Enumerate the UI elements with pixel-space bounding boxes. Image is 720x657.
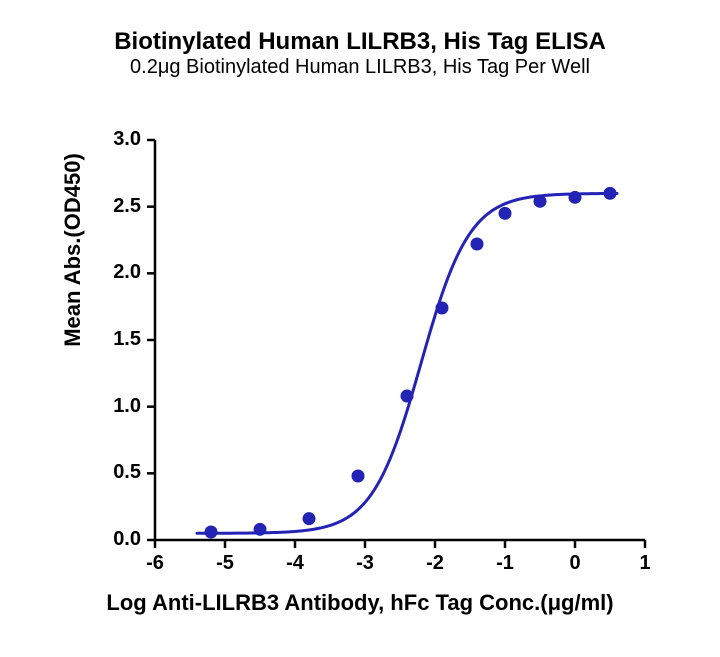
y-tick-label: 1.0: [113, 395, 141, 418]
x-tick-label: -5: [205, 552, 245, 575]
x-tick-label: -6: [135, 552, 175, 575]
data-point: [205, 526, 217, 538]
y-axis-label: Mean Abs.(OD450): [60, 50, 86, 450]
y-tick-label: 0.5: [113, 461, 141, 484]
data-point: [352, 470, 364, 482]
x-tick-label: -2: [415, 552, 455, 575]
data-point: [534, 195, 546, 207]
y-tick-label: 1.5: [113, 328, 141, 351]
data-point: [604, 187, 616, 199]
chart-container: Biotinylated Human LILRB3, His Tag ELISA…: [0, 0, 720, 657]
data-point: [401, 390, 413, 402]
data-point: [569, 191, 581, 203]
data-point: [254, 523, 266, 535]
data-point: [436, 302, 448, 314]
y-tick-label: 0.0: [113, 528, 141, 551]
y-tick-label: 2.5: [113, 195, 141, 218]
data-point: [303, 513, 315, 525]
data-point: [499, 207, 511, 219]
data-point: [471, 238, 483, 250]
y-tick-label: 3.0: [113, 128, 141, 151]
x-tick-label: 0: [555, 552, 595, 575]
x-tick-label: -4: [275, 552, 315, 575]
x-axis-label: Log Anti-LILRB3 Antibody, hFc Tag Conc.(…: [0, 590, 720, 616]
x-tick-label: -3: [345, 552, 385, 575]
x-tick-label: 1: [625, 552, 665, 575]
y-tick-label: 2.0: [113, 261, 141, 284]
fitted-curve: [197, 193, 617, 533]
x-tick-label: -1: [485, 552, 525, 575]
